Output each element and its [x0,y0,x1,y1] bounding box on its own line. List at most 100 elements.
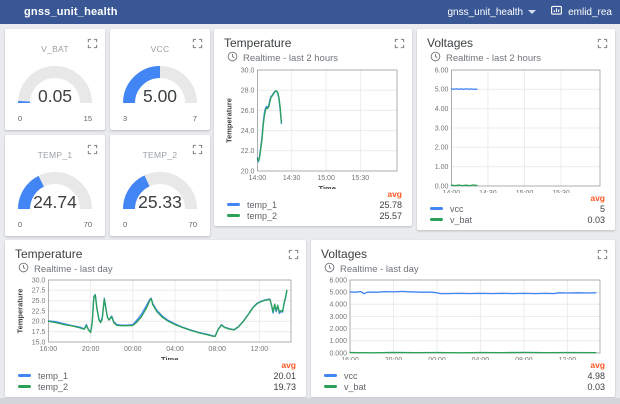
fullscreen-expand-icon[interactable] [394,36,405,49]
fullscreen-expand-icon[interactable] [597,247,608,260]
panel-temperature-2h: Temperature Realtime - last 2 hours 20.0… [214,29,412,226]
gauge-max: 70 [83,220,92,229]
legend-item[interactable]: vcc 4.98 [321,370,605,381]
series-dash-icon [324,374,337,377]
clock-icon [324,262,335,276]
gauge-max: 70 [188,220,197,229]
dashboard-selector-label: gnss_unit_health [447,6,524,18]
svg-text:Time: Time [161,355,178,360]
svg-text:00:00: 00:00 [124,346,142,353]
legend-item[interactable]: v_bat 0.03 [321,381,605,392]
series-dash-icon [430,207,443,210]
svg-text:16:00: 16:00 [341,357,359,360]
svg-text:15:30: 15:30 [352,175,370,182]
panel-subtitle: Realtime - last 2 hours [227,51,402,66]
legend-item[interactable]: temp_2 19.73 [15,381,296,392]
line-chart[interactable]: 0.00 1.00 2.00 3.00 4.00 5.00 6.00 14:00 14:30 15… [427,67,605,193]
dashboard-selector[interactable]: gnss_unit_health [447,6,537,18]
gauge-value: 5.00 [142,86,178,106]
fullscreen-expand-icon[interactable] [87,142,98,155]
device-button[interactable]: emlid_rea [550,4,612,20]
fullscreen-expand-icon[interactable] [192,142,203,155]
legend-series-avg: 19.73 [273,381,296,392]
svg-text:16:00: 16:00 [40,346,58,353]
legend-series-name: temp_1 [247,199,278,210]
svg-text:15.0: 15.0 [32,340,46,347]
svg-text:12:00: 12:00 [251,346,269,353]
svg-text:04:00: 04:00 [166,346,184,353]
legend-item[interactable]: temp_1 20.01 [15,370,296,381]
svg-text:20:00: 20:00 [82,346,100,353]
svg-text:15:00: 15:00 [516,190,534,193]
svg-text:1.00: 1.00 [435,164,449,171]
fullscreen-expand-icon[interactable] [597,36,608,49]
svg-text:14:30: 14:30 [283,175,301,182]
svg-text:0.00: 0.00 [435,183,449,190]
gauge-min: 0 [123,220,128,229]
gauge-card-vcc: VCC 5.00 3 7 [110,29,210,130]
series-dash-icon [18,385,31,388]
fullscreen-expand-icon[interactable] [87,36,98,49]
panel-subtitle-text: Realtime - last day [340,263,419,275]
svg-text:28.0: 28.0 [241,87,255,94]
svg-text:20.0: 20.0 [32,319,46,326]
gauge-label: VCC [150,44,170,54]
legend-series-avg: 25.78 [379,199,402,210]
panel-subtitle-text: Realtime - last day [34,263,113,275]
legend-item[interactable]: temp_1 25.78 [224,199,402,210]
legend-series-avg: 4.98 [587,370,605,381]
legend-series-name: temp_2 [38,381,69,392]
legend-item[interactable]: temp_2 25.57 [224,210,402,221]
app-header: gnss_unit_health gnss_unit_health emlid_… [0,0,620,24]
svg-text:08:00: 08:00 [515,357,533,360]
device-chart-icon [550,4,563,20]
svg-text:20:00: 20:00 [385,357,403,360]
gauge-arc [18,172,92,210]
series-dash-icon [430,218,443,221]
fullscreen-expand-icon[interactable] [192,36,203,49]
chart-legend: avg vcc 4.98 v_bat 0.03 [321,360,605,392]
gauge-max: 15 [83,114,92,123]
legend-item[interactable]: v_bat 0.03 [427,214,605,225]
svg-text:5.000: 5.000 [329,290,347,297]
line-chart[interactable]: 0.000 1.000 2.000 3.000 4.000 5.000 6.000 16:00… [321,277,605,360]
gauge-min: 0 [18,114,23,123]
svg-text:25.0: 25.0 [32,298,46,305]
chart-legend: avg temp_1 20.01 temp_2 19.73 [15,360,296,392]
series-dash-icon [227,203,240,206]
svg-text:04:00: 04:00 [472,357,490,360]
svg-text:00:00: 00:00 [428,357,446,360]
page-title: gnss_unit_health [24,6,118,18]
caret-down-icon [528,10,537,14]
panel-title: Voltages [427,36,474,50]
panel-title: Voltages [321,247,368,261]
series-dash-icon [227,214,240,217]
legend-item[interactable]: vcc 5 [427,203,605,214]
gauge-max: 7 [192,114,197,123]
svg-text:0.000: 0.000 [329,351,347,358]
line-chart[interactable]: 15.0 17.5 20.0 22.5 25.0 27.5 30.0 16:00 20:00 00… [15,277,296,360]
fullscreen-expand-icon[interactable] [288,247,299,260]
gauge-card-temp2: TEMP_2 25.33 0 70 [110,135,210,236]
window-bottom-edge [0,398,620,404]
svg-text:22.0: 22.0 [241,148,255,155]
gauge-label: V_BAT [41,44,69,54]
svg-text:Temperature: Temperature [225,98,234,143]
line-chart[interactable]: 20.0 22.0 24.0 26.0 28.0 30.0 14:00 14:30 15:00 1… [224,67,402,189]
svg-text:6.000: 6.000 [329,278,347,285]
gauge-arc [123,172,197,210]
panel-subtitle: Realtime - last day [324,262,605,276]
gauge-label: TEMP_1 [37,150,73,160]
chart-legend: avg vcc 5 v_bat 0.03 [427,193,605,225]
svg-text:26.0: 26.0 [241,107,255,114]
svg-text:3.00: 3.00 [435,125,449,132]
svg-text:08:00: 08:00 [208,346,226,353]
svg-text:24.0: 24.0 [241,128,255,135]
svg-text:20.0: 20.0 [241,168,255,175]
panel-subtitle-text: Realtime - last 2 hours [243,52,339,64]
legend-series-name: temp_1 [38,370,69,381]
clock-icon [430,51,441,65]
gauge-label: TEMP_2 [142,150,178,160]
legend-avg-header: avg [281,360,296,370]
gauge-arc [18,66,92,104]
